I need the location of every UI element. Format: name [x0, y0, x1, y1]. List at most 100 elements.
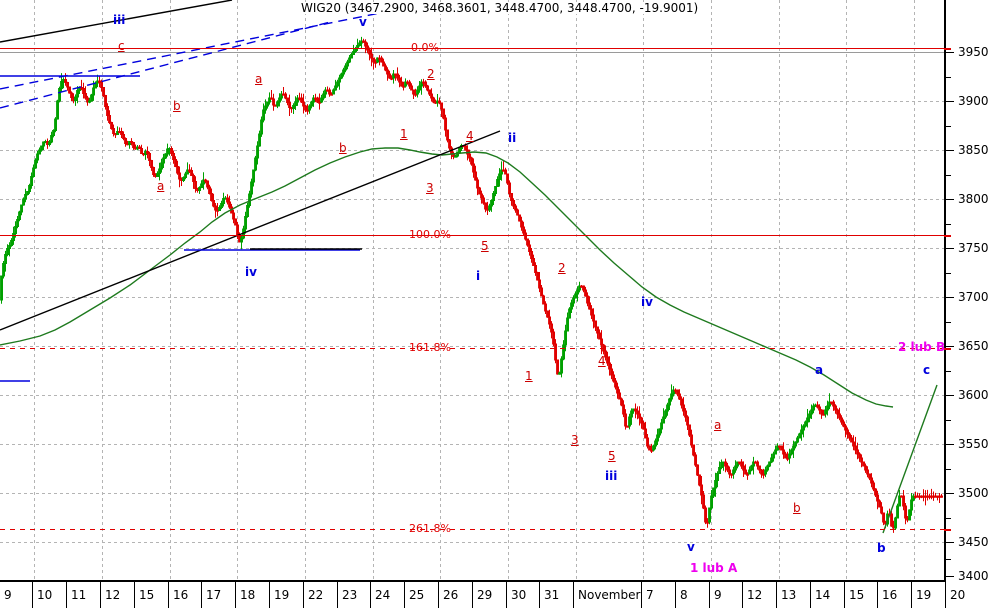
date-axis-label: 13 [781, 588, 797, 602]
price-axis-tick [946, 297, 954, 298]
price-axis-minor-tick [946, 223, 951, 225]
price-axis-label: 3750 [958, 241, 989, 255]
price-axis-label: 3550 [958, 437, 989, 451]
wave-label-1: 1 [400, 127, 408, 141]
gridline-horizontal [0, 199, 944, 200]
date-axis-label: 16 [882, 588, 898, 602]
price-axis-minor-tick [946, 468, 951, 470]
price-axis-tick [946, 493, 954, 494]
wave-label-i: i [476, 269, 481, 283]
fib-tick-0 [944, 48, 951, 50]
wave-label-1-lub-a: 1 lub A [690, 561, 738, 575]
date-axis-label: 10 [37, 588, 53, 602]
date-axis-label: 9 [714, 588, 722, 602]
projection-line-wave-c [882, 384, 938, 534]
wave-label-ii: ii [508, 131, 517, 145]
fib-line-100 [0, 235, 944, 236]
price-axis-minor-tick [946, 517, 951, 519]
date-axis-label: 19 [916, 588, 932, 602]
wave-label-5: 5 [481, 239, 489, 253]
chart-title: WIG20 (3467.2900, 3468.3601, 3448.4700, … [300, 1, 700, 15]
price-axis-minor-tick [946, 272, 951, 274]
date-axis-separator [370, 582, 371, 608]
date-axis-separator [506, 582, 507, 608]
price-axis-minor-tick [946, 174, 951, 176]
date-axis-label: 15 [139, 588, 155, 602]
date-axis-label: 9 [4, 588, 12, 602]
date-axis-separator [100, 582, 101, 608]
date-axis-label: 18 [240, 588, 256, 602]
wave-label-b: b [877, 541, 886, 555]
gridline-horizontal [0, 346, 944, 347]
price-axis-label: 3400 [958, 569, 989, 583]
date-axis-separator [573, 582, 574, 608]
fib-label-2618: 261.8% [409, 522, 451, 535]
gridline-horizontal [0, 493, 944, 494]
wave-label-a: a [815, 363, 824, 377]
wave-label-5: 5 [608, 449, 616, 463]
date-axis-separator [472, 582, 473, 608]
wave-label-3: 3 [426, 181, 434, 195]
gridline-vertical [373, 0, 374, 580]
date-axis-separator [438, 582, 439, 608]
date-axis-label: 30 [511, 588, 527, 602]
wave-label-iii: iii [113, 13, 126, 27]
date-axis-separator [66, 582, 67, 608]
wave-label-iv: iv [245, 265, 257, 279]
price-axis-label: 3500 [958, 486, 989, 500]
wave-label-a: a [714, 418, 722, 432]
date-axis-label: 23 [342, 588, 358, 602]
date-axis-label: 31 [544, 588, 560, 602]
wave-label-4: 4 [598, 354, 606, 368]
date-axis-separator [269, 582, 270, 608]
fib-label-1618: 161.8% [409, 341, 451, 354]
price-axis-tick [946, 346, 954, 347]
price-chart-plot-area[interactable]: 0.0% 100.0% 161.8% 261.8% [0, 0, 944, 580]
price-axis-tick [946, 150, 954, 151]
gridline-vertical [779, 0, 780, 580]
gridline-horizontal [0, 395, 944, 396]
wave-label-iv: iv [641, 295, 653, 309]
price-axis-minor-tick [946, 321, 951, 323]
trendline-black-lower [0, 130, 501, 331]
date-axis-separator [303, 582, 304, 608]
date-axis-line [0, 580, 946, 582]
price-axis-line [944, 0, 946, 582]
fib-tick-100 [944, 235, 951, 237]
date-axis-label: 14 [815, 588, 831, 602]
date-axis-label: 12 [747, 588, 763, 602]
gridline-vertical [237, 0, 238, 580]
date-axis-label: November [578, 588, 641, 602]
gridline-horizontal [0, 150, 944, 151]
gridline-vertical [643, 0, 644, 580]
gridline-horizontal [0, 297, 944, 298]
date-axis-label: 26 [443, 588, 459, 602]
wave-label-a: a [255, 72, 263, 86]
price-axis-label: 3850 [958, 143, 989, 157]
price-axis-tick [946, 199, 954, 200]
price-axis-minor-tick [946, 125, 951, 127]
price-axis-tick [946, 395, 954, 396]
wave-label-c: c [118, 39, 125, 53]
date-axis-separator [810, 582, 811, 608]
gridline-horizontal [0, 101, 944, 102]
gridline-vertical [508, 0, 509, 580]
date-axis-label: 17 [206, 588, 222, 602]
price-axis-label: 3600 [958, 388, 989, 402]
date-axis-label: 7 [646, 588, 654, 602]
date-axis-label: 25 [409, 588, 425, 602]
date-axis-separator [945, 582, 946, 608]
date-axis-separator [235, 582, 236, 608]
price-axis-tick [946, 576, 954, 577]
date-axis-label: 15 [849, 588, 865, 602]
date-axis-label: 22 [308, 588, 324, 602]
wave-label-b: b [173, 99, 181, 113]
date-axis-label: 16 [173, 588, 189, 602]
date-axis-separator [539, 582, 540, 608]
trendline-blue-dashed-lower [0, 21, 331, 109]
date-axis-separator [877, 582, 878, 608]
gridline-horizontal [0, 542, 944, 543]
price-axis-minor-tick [946, 370, 951, 372]
date-axis-separator [32, 582, 33, 608]
